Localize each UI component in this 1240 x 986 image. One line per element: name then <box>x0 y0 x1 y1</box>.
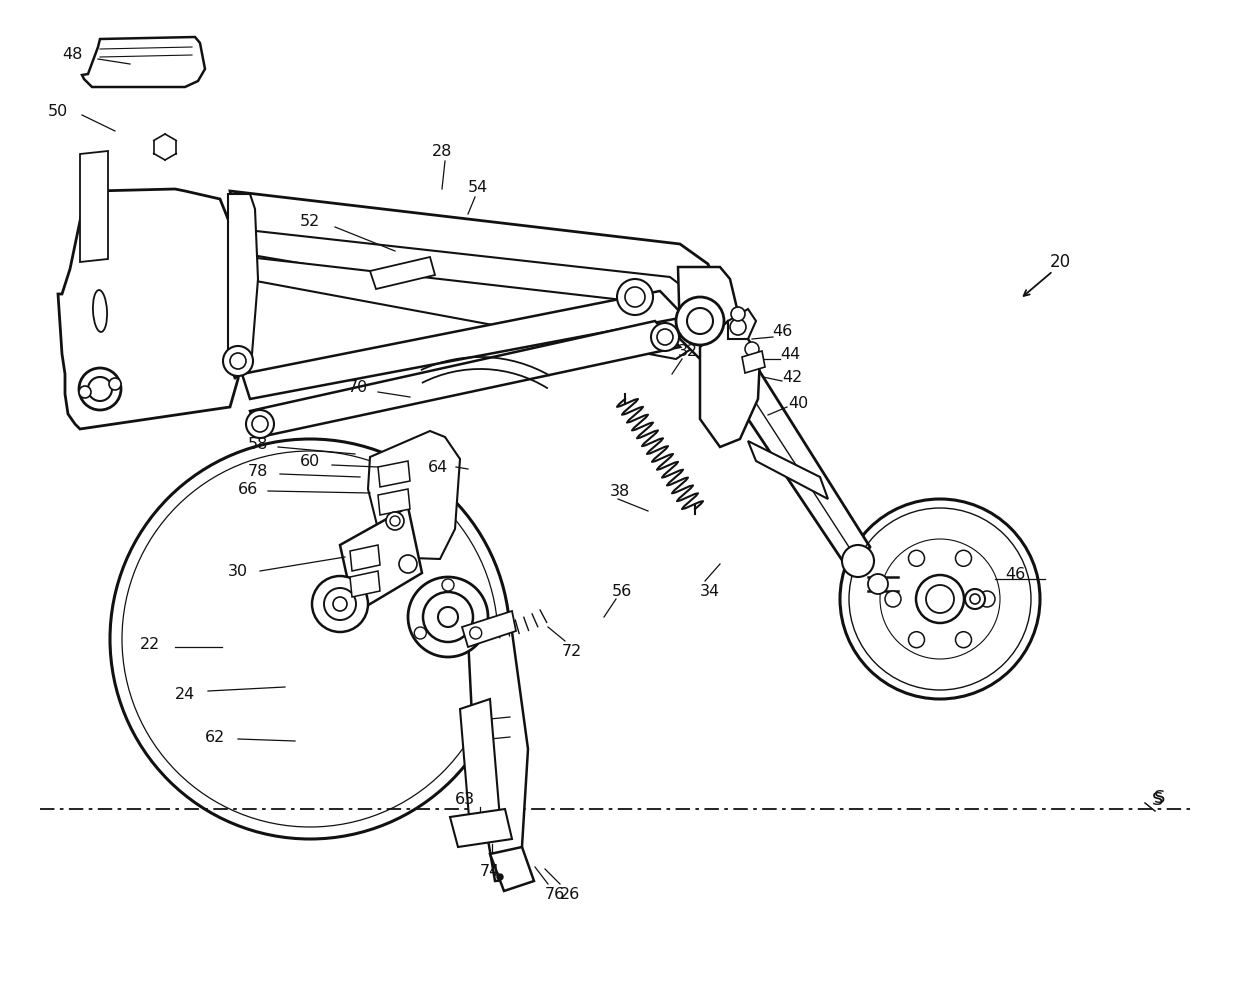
Polygon shape <box>82 38 205 88</box>
Circle shape <box>732 308 745 321</box>
Text: 48: 48 <box>62 47 82 62</box>
Text: 28: 28 <box>432 144 453 160</box>
Polygon shape <box>701 321 870 576</box>
Circle shape <box>110 440 510 839</box>
Polygon shape <box>368 432 460 559</box>
Polygon shape <box>81 152 108 262</box>
Text: 32: 32 <box>678 344 698 359</box>
Polygon shape <box>678 268 740 360</box>
Text: 76: 76 <box>544 886 565 901</box>
Circle shape <box>965 590 985 609</box>
Text: 54: 54 <box>467 180 489 195</box>
Circle shape <box>676 298 724 346</box>
Text: 44: 44 <box>780 347 800 362</box>
Text: 58: 58 <box>248 437 268 452</box>
Polygon shape <box>340 508 422 613</box>
Circle shape <box>438 607 458 627</box>
Circle shape <box>223 347 253 377</box>
Circle shape <box>109 379 122 390</box>
Text: 30: 30 <box>228 564 248 579</box>
Polygon shape <box>748 442 828 500</box>
Polygon shape <box>229 192 720 308</box>
Circle shape <box>408 578 489 658</box>
Circle shape <box>730 319 746 335</box>
Text: 60: 60 <box>300 454 320 469</box>
Circle shape <box>745 343 759 357</box>
Text: 40: 40 <box>787 396 808 411</box>
Text: 78: 78 <box>248 464 268 479</box>
Text: 26: 26 <box>560 886 580 901</box>
Circle shape <box>956 632 971 648</box>
Text: S: S <box>1152 790 1163 809</box>
Polygon shape <box>58 190 248 430</box>
Polygon shape <box>490 847 534 891</box>
Circle shape <box>885 592 901 607</box>
Text: 38: 38 <box>610 484 630 499</box>
Text: 72: 72 <box>562 644 582 659</box>
Text: 66: 66 <box>238 482 258 497</box>
Circle shape <box>916 576 963 623</box>
Text: 74: 74 <box>480 864 500 879</box>
Polygon shape <box>378 461 410 487</box>
Text: 62: 62 <box>205 730 226 744</box>
Text: 22: 22 <box>140 637 160 652</box>
Circle shape <box>839 500 1040 699</box>
Polygon shape <box>350 572 379 598</box>
Polygon shape <box>378 489 410 516</box>
Text: 46: 46 <box>771 324 792 339</box>
Polygon shape <box>467 617 528 881</box>
Circle shape <box>497 875 503 880</box>
Text: 52: 52 <box>300 214 320 230</box>
Text: 20: 20 <box>1049 252 1070 271</box>
Polygon shape <box>728 310 756 339</box>
Polygon shape <box>701 321 760 448</box>
Text: 64: 64 <box>428 460 448 475</box>
Circle shape <box>842 545 874 578</box>
Circle shape <box>651 323 680 352</box>
Polygon shape <box>350 545 379 572</box>
Polygon shape <box>463 611 516 648</box>
Circle shape <box>399 555 417 574</box>
Polygon shape <box>228 195 258 380</box>
Polygon shape <box>248 257 694 360</box>
Polygon shape <box>250 321 680 438</box>
Circle shape <box>312 577 368 632</box>
Text: 63: 63 <box>455 792 475 807</box>
Circle shape <box>956 551 971 567</box>
Circle shape <box>618 280 653 316</box>
Text: S: S <box>1154 788 1166 807</box>
Circle shape <box>79 387 91 398</box>
Text: 46: 46 <box>1004 567 1025 582</box>
Circle shape <box>441 580 454 592</box>
Circle shape <box>79 369 122 410</box>
Text: 24: 24 <box>175 687 195 702</box>
Text: 34: 34 <box>699 584 720 599</box>
Circle shape <box>246 410 274 439</box>
Polygon shape <box>450 810 512 847</box>
Polygon shape <box>742 352 765 374</box>
Circle shape <box>470 627 481 639</box>
Polygon shape <box>370 257 435 290</box>
Circle shape <box>909 551 925 567</box>
Polygon shape <box>460 699 500 829</box>
Polygon shape <box>238 230 706 329</box>
Text: 50: 50 <box>48 105 68 119</box>
Circle shape <box>414 627 427 639</box>
Ellipse shape <box>93 291 107 332</box>
Circle shape <box>980 592 994 607</box>
Text: 56: 56 <box>611 584 632 599</box>
Text: 70: 70 <box>348 381 368 395</box>
Polygon shape <box>242 292 684 399</box>
Circle shape <box>386 513 404 530</box>
Circle shape <box>334 598 347 611</box>
Text: 42: 42 <box>782 370 802 386</box>
Circle shape <box>868 575 888 595</box>
Circle shape <box>909 632 925 648</box>
